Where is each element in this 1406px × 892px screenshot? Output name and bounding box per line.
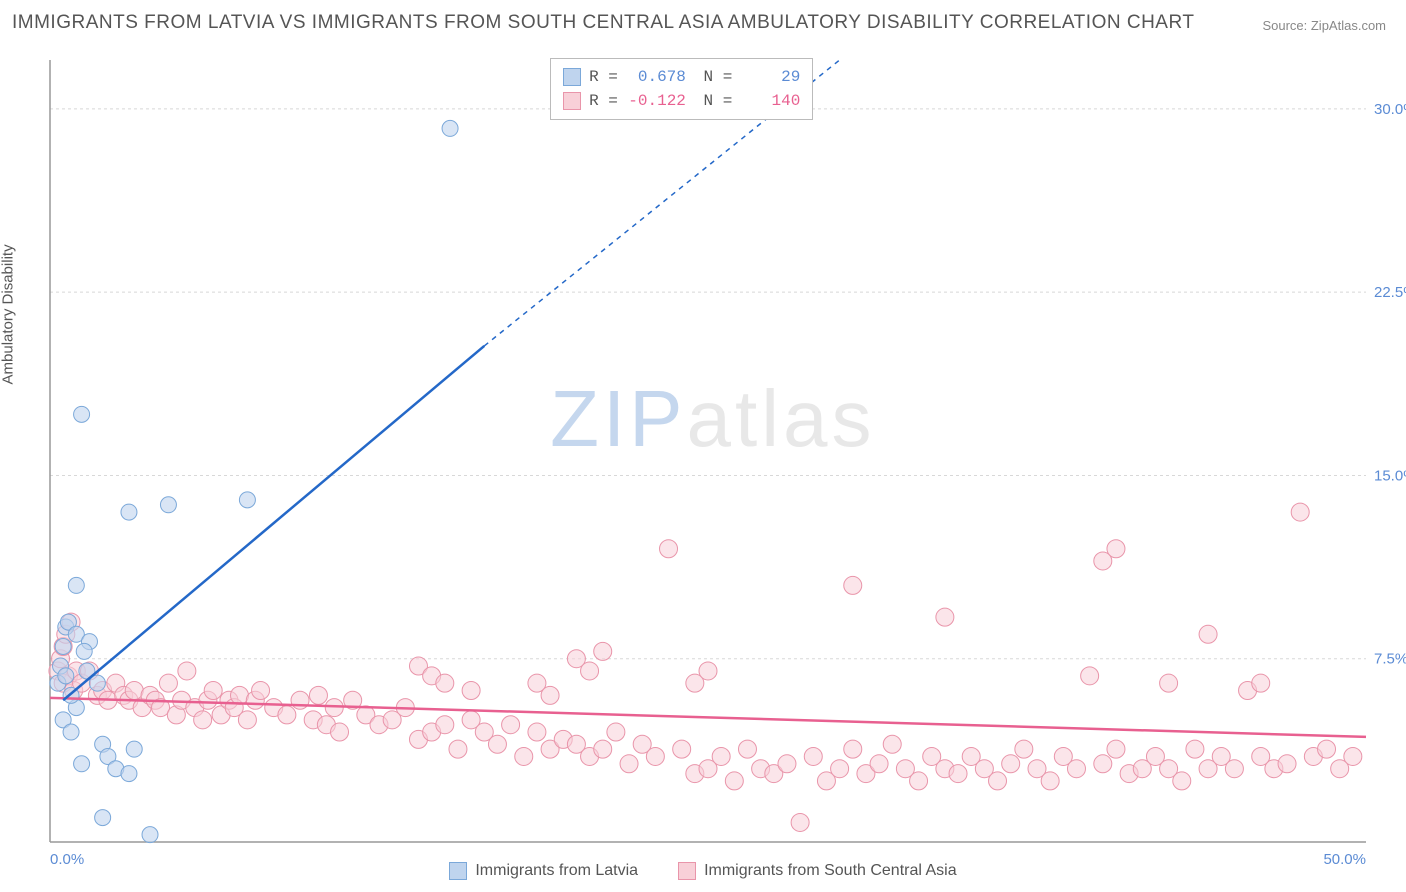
svg-text:22.5%: 22.5%: [1374, 284, 1406, 301]
y-axis-label: Ambulatory Disability: [0, 244, 17, 384]
svg-text:15.0%: 15.0%: [1374, 467, 1406, 484]
legend-swatch-latvia: [449, 862, 467, 880]
legend-bottom: Immigrants from Latvia Immigrants from S…: [0, 862, 1406, 880]
legend-label-asia: Immigrants from South Central Asia: [704, 862, 957, 880]
legend-swatch-asia: [678, 862, 696, 880]
legend-label-latvia: Immigrants from Latvia: [475, 862, 638, 880]
legend-item-latvia: Immigrants from Latvia: [449, 862, 638, 880]
svg-text:7.5%: 7.5%: [1374, 651, 1406, 668]
source-attribution: Source: ZipAtlas.com: [1262, 18, 1386, 33]
page-title: IMMIGRANTS FROM LATVIA VS IMMIGRANTS FRO…: [12, 12, 1194, 34]
correlation-legend: R =0.678 N =29R =-0.122 N =140: [550, 58, 813, 120]
scatter-chart: 7.5%15.0%22.5%30.0%0.0%50.0%: [50, 60, 1366, 842]
correlation-row: R =0.678 N =29: [563, 65, 800, 89]
legend-item-asia: Immigrants from South Central Asia: [678, 862, 957, 880]
svg-text:30.0%: 30.0%: [1374, 101, 1406, 118]
correlation-row: R =-0.122 N =140: [563, 89, 800, 113]
chart-area: 7.5%15.0%22.5%30.0%0.0%50.0% ZIPatlas R …: [50, 60, 1366, 842]
